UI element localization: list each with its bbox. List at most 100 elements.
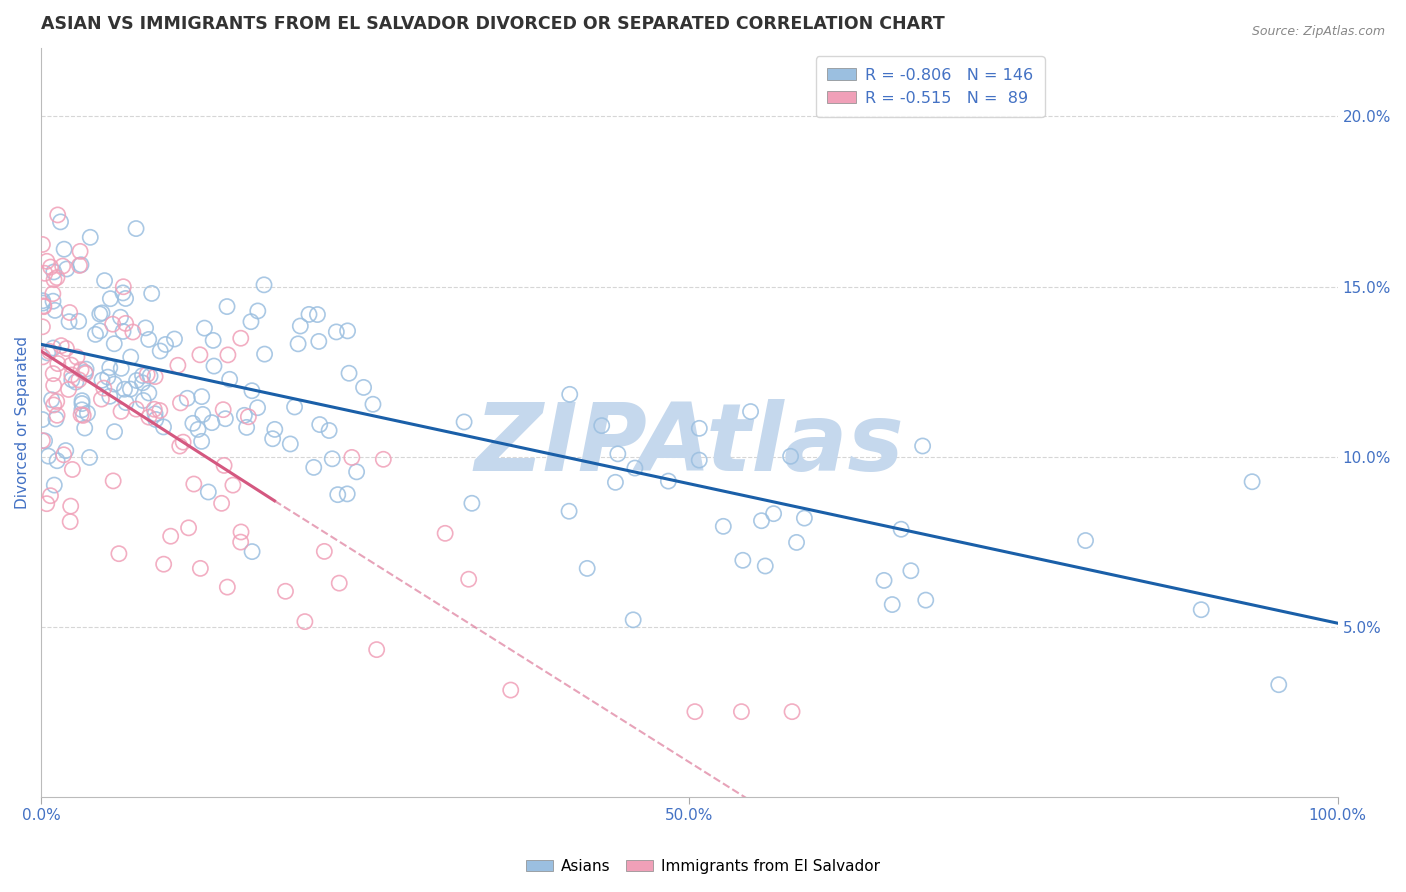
Point bbox=[591, 418, 613, 433]
Y-axis label: Divorced or Separated: Divorced or Separated bbox=[15, 336, 30, 509]
Point bbox=[197, 485, 219, 500]
Point bbox=[93, 381, 115, 395]
Point bbox=[191, 408, 214, 422]
Point bbox=[336, 487, 359, 501]
Point bbox=[120, 350, 142, 364]
Point bbox=[46, 208, 69, 222]
Point bbox=[229, 524, 252, 539]
Point bbox=[361, 397, 384, 411]
Point bbox=[621, 613, 644, 627]
Point bbox=[60, 462, 83, 476]
Point bbox=[239, 315, 262, 329]
Point bbox=[1189, 603, 1212, 617]
Point bbox=[576, 561, 599, 575]
Point bbox=[100, 292, 122, 306]
Point bbox=[793, 511, 815, 525]
Point bbox=[325, 325, 347, 339]
Point bbox=[31, 293, 53, 308]
Point bbox=[278, 437, 301, 451]
Text: ZIPAtlas: ZIPAtlas bbox=[475, 399, 904, 491]
Point bbox=[42, 265, 65, 279]
Point bbox=[108, 547, 131, 561]
Point bbox=[42, 286, 65, 301]
Point bbox=[45, 412, 67, 426]
Point bbox=[32, 299, 55, 313]
Point bbox=[217, 580, 239, 594]
Point bbox=[730, 705, 752, 719]
Point bbox=[67, 314, 90, 328]
Point bbox=[55, 262, 77, 277]
Point bbox=[125, 374, 148, 388]
Point bbox=[114, 317, 136, 331]
Point bbox=[240, 384, 263, 398]
Point bbox=[240, 544, 263, 558]
Point bbox=[340, 450, 363, 465]
Point bbox=[212, 458, 235, 473]
Point bbox=[890, 522, 912, 536]
Point bbox=[211, 496, 233, 510]
Point bbox=[754, 559, 776, 574]
Point bbox=[73, 421, 96, 435]
Point bbox=[624, 461, 647, 475]
Point bbox=[499, 683, 522, 698]
Point bbox=[139, 369, 162, 384]
Point bbox=[159, 529, 181, 543]
Point bbox=[274, 584, 297, 599]
Point bbox=[67, 373, 90, 387]
Point bbox=[176, 391, 198, 405]
Point bbox=[307, 308, 329, 322]
Point bbox=[138, 386, 160, 401]
Point bbox=[37, 346, 59, 360]
Point bbox=[346, 465, 368, 479]
Legend: R = -0.806   N = 146, R = -0.515   N =  89: R = -0.806 N = 146, R = -0.515 N = 89 bbox=[815, 56, 1045, 117]
Point bbox=[900, 564, 922, 578]
Point bbox=[262, 432, 284, 446]
Point bbox=[66, 350, 89, 364]
Point bbox=[31, 350, 53, 364]
Point bbox=[740, 404, 762, 418]
Point bbox=[336, 324, 359, 338]
Point bbox=[75, 367, 97, 381]
Point bbox=[42, 398, 65, 412]
Point bbox=[190, 390, 212, 404]
Point bbox=[51, 338, 73, 352]
Point bbox=[42, 367, 65, 381]
Point bbox=[183, 477, 205, 491]
Point bbox=[326, 488, 349, 502]
Point bbox=[145, 412, 167, 426]
Point bbox=[605, 475, 627, 490]
Point bbox=[60, 373, 83, 387]
Point bbox=[46, 453, 69, 467]
Point bbox=[169, 396, 191, 410]
Point bbox=[32, 300, 55, 314]
Point bbox=[657, 474, 679, 488]
Point bbox=[152, 557, 174, 571]
Point bbox=[202, 334, 225, 348]
Point bbox=[34, 266, 56, 280]
Point bbox=[149, 403, 172, 417]
Point bbox=[308, 417, 330, 432]
Point bbox=[103, 425, 125, 439]
Point bbox=[42, 294, 65, 309]
Point bbox=[308, 334, 330, 349]
Point bbox=[39, 260, 62, 274]
Point bbox=[70, 408, 93, 422]
Point bbox=[328, 576, 350, 591]
Point bbox=[112, 279, 135, 293]
Point bbox=[98, 389, 121, 403]
Point bbox=[1074, 533, 1097, 548]
Point bbox=[115, 395, 138, 409]
Point bbox=[253, 347, 276, 361]
Point bbox=[70, 396, 93, 410]
Point bbox=[914, 593, 936, 607]
Point bbox=[214, 411, 236, 425]
Point bbox=[132, 393, 155, 408]
Point bbox=[120, 382, 142, 396]
Point bbox=[187, 422, 209, 436]
Point bbox=[114, 292, 136, 306]
Point bbox=[229, 331, 252, 345]
Point bbox=[762, 507, 785, 521]
Point bbox=[138, 410, 160, 425]
Point bbox=[233, 409, 256, 423]
Point bbox=[59, 515, 82, 529]
